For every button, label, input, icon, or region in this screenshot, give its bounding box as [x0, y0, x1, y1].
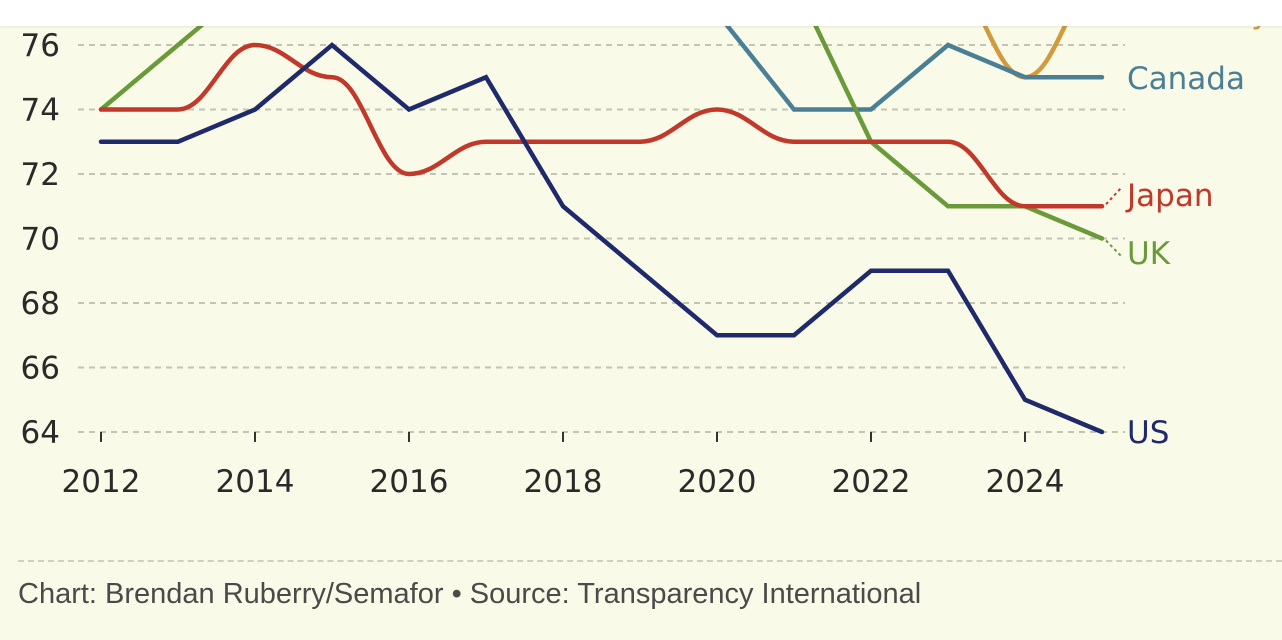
top-bar — [0, 0, 1282, 26]
chart-credit: Chart: Brendan Ruberry/Semafor • Source:… — [18, 578, 922, 610]
x-tick-label: 2018 — [524, 464, 603, 500]
y-tick-label: 68 — [21, 286, 60, 322]
series-line-uk — [98, 26, 1105, 241]
x-tick-label: 2022 — [832, 464, 911, 500]
x-tick-label: 2014 — [216, 464, 295, 500]
y-tick-label: 72 — [21, 157, 60, 193]
series-line-japan — [98, 42, 1105, 209]
label-leader-japan — [1105, 186, 1123, 205]
series-label-us: US — [1127, 415, 1169, 451]
footer-divider — [18, 560, 1282, 562]
x-tick-label: 2012 — [62, 464, 141, 500]
y-axis-ticks: 64 66 68 70 72 74 76 — [21, 28, 60, 451]
x-tick-label: 2020 — [678, 464, 757, 500]
y-tick-label: 76 — [21, 28, 60, 64]
series-lines — [98, 26, 1105, 435]
y-tick-label: 64 — [21, 415, 60, 451]
series-label-germany: Germany — [1127, 0, 1269, 31]
series-label-japan: Japan — [1125, 178, 1213, 214]
x-tick-label: 2016 — [370, 464, 449, 500]
series-labels: Germany Canada UK Japan US — [1105, 0, 1269, 451]
y-tick-label: 74 — [21, 93, 60, 129]
y-tick-label: 70 — [21, 222, 60, 258]
series-line-canada — [724, 26, 1105, 112]
label-leader-uk — [1105, 239, 1123, 258]
series-line-us — [98, 42, 1105, 435]
series-label-uk: UK — [1127, 236, 1171, 272]
y-tick-label: 66 — [21, 351, 60, 387]
series-label-canada: Canada — [1127, 61, 1245, 97]
x-axis-ticks: 2012 2014 2016 2018 2020 2022 2024 — [62, 432, 1065, 500]
x-tick-label: 2024 — [986, 464, 1065, 500]
